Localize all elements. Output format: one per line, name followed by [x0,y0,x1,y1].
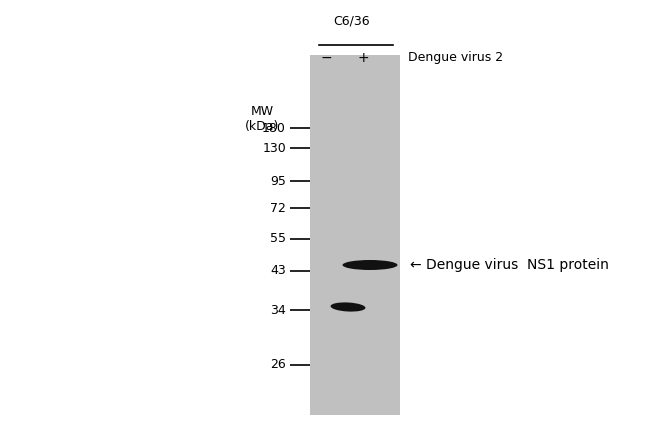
Text: 26: 26 [270,359,286,371]
Text: 95: 95 [270,175,286,187]
Text: 43: 43 [270,265,286,278]
Text: 55: 55 [270,233,286,246]
Text: 180: 180 [262,122,286,135]
Text: ← Dengue virus  NS1 protein: ← Dengue virus NS1 protein [410,258,609,272]
Text: −: − [320,51,332,65]
Ellipse shape [331,303,365,311]
Text: 130: 130 [262,141,286,154]
Text: C6/36: C6/36 [333,15,370,28]
Text: MW
(kDa): MW (kDa) [245,105,280,133]
Text: +: + [358,51,369,65]
Text: Dengue virus 2: Dengue virus 2 [408,51,503,65]
Text: 72: 72 [270,201,286,214]
Bar [310,55,400,415]
Ellipse shape [343,260,398,270]
Text: 34: 34 [270,303,286,316]
